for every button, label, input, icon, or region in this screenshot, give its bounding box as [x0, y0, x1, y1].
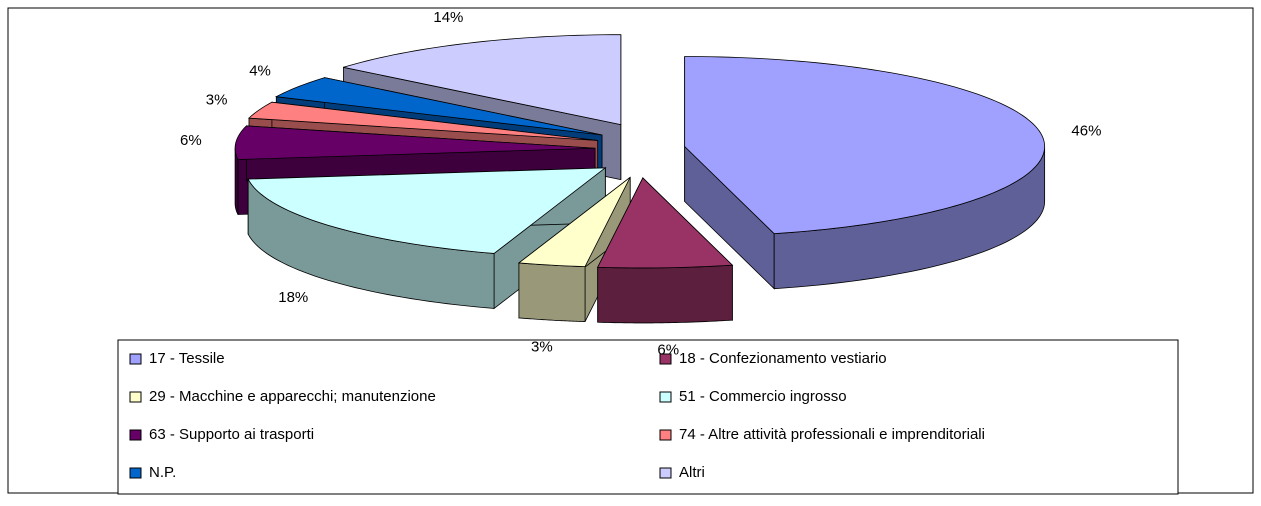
data-label: 3%	[206, 92, 228, 109]
legend-swatch	[659, 391, 672, 403]
legend-label: 63 - Supporto ai trasporti	[149, 426, 314, 443]
slice	[517, 177, 631, 268]
legend-box	[117, 339, 1179, 495]
labels: 14%4%3%46%6%18%3% 6%	[180, 9, 1101, 359]
slice	[234, 125, 596, 160]
slice-group	[517, 176, 631, 323]
slice-group	[684, 56, 1046, 290]
data-label: 6%	[180, 132, 202, 149]
slice	[247, 167, 607, 254]
legend-label: 51 - Commercio ingrosso	[679, 388, 847, 405]
data-label: 46%	[1071, 123, 1101, 140]
legend-label: Altri	[679, 464, 705, 481]
slice	[248, 101, 598, 141]
slice-side	[597, 264, 733, 324]
legend-swatch	[659, 467, 672, 479]
legend-label: 74 - Altre attività professionali e impr…	[679, 426, 985, 443]
data-label: 4%	[249, 63, 271, 80]
legend-label: 17 - Tessile	[149, 350, 225, 367]
legend-label: 18 - Confezionamento vestiario	[679, 350, 887, 367]
legend-label: 29 - Macchine e apparecchi; manutenzione	[149, 388, 436, 405]
legend-swatch	[659, 429, 672, 441]
data-label: 3%	[531, 338, 553, 355]
legend-swatch	[659, 353, 672, 365]
data-label: 14%	[433, 9, 463, 26]
legend-swatch	[129, 391, 142, 403]
slice-side	[518, 262, 586, 323]
legend-label: N.P.	[149, 464, 176, 481]
slice-group	[597, 176, 734, 324]
legend-swatch	[129, 353, 142, 365]
legend-swatch	[129, 429, 142, 441]
slice	[343, 34, 622, 126]
legend-swatch	[129, 467, 142, 479]
pie	[234, 34, 1046, 324]
slice	[597, 177, 734, 269]
slice	[274, 77, 603, 136]
slice	[684, 56, 1046, 235]
data-label: 18%	[278, 289, 308, 306]
legend: 17 - Tessile 18 - Confezionamento vestiar…	[129, 350, 985, 481]
